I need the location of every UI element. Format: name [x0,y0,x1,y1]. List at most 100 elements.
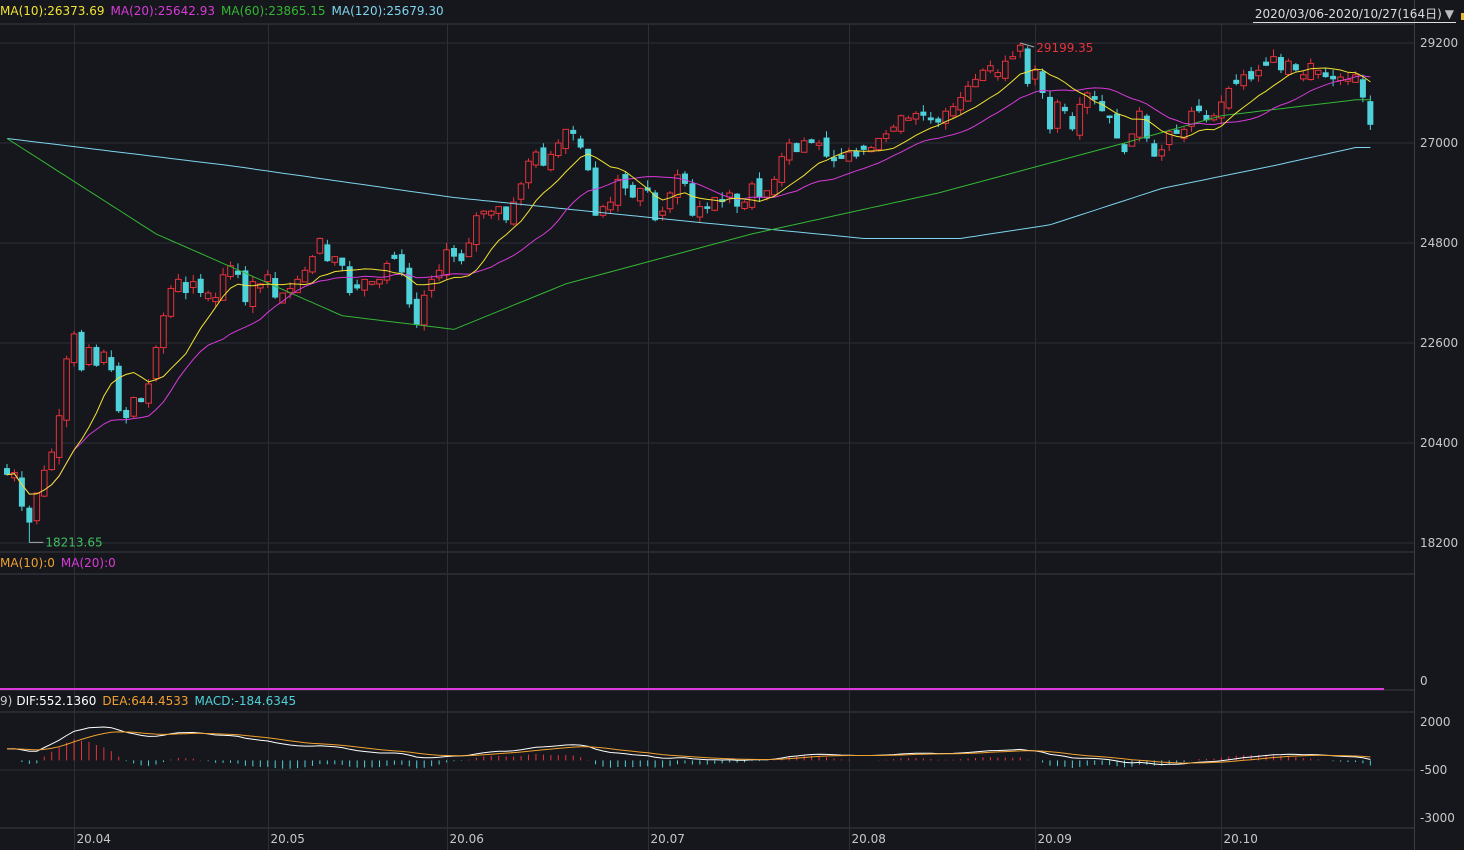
candle[interactable] [577,135,584,150]
candle[interactable] [324,239,331,262]
candle[interactable] [55,408,63,465]
candle[interactable] [339,257,346,272]
candle[interactable] [815,139,823,151]
candle[interactable] [234,263,241,279]
candle[interactable] [368,281,376,286]
candle[interactable] [1076,97,1084,140]
candle[interactable] [1248,67,1255,82]
candle[interactable] [391,251,398,260]
candle[interactable] [547,150,555,172]
candle[interactable] [845,147,853,162]
candle[interactable] [689,179,696,217]
candle[interactable] [607,196,614,214]
candle[interactable] [1165,129,1173,151]
price-panel[interactable]: 29199.35 18213.65 [4,41,1374,549]
candle[interactable] [11,469,18,482]
candle[interactable] [652,190,659,222]
candle[interactable] [115,362,122,413]
date-range-selector[interactable]: 2020/03/06-2020/10/27(164日) ▼ [1252,5,1464,23]
candle[interactable] [1188,106,1195,132]
candle[interactable] [674,169,681,205]
candle[interactable] [890,124,897,132]
candle[interactable] [152,345,160,382]
candle[interactable] [420,290,428,331]
candle[interactable] [1285,58,1292,77]
candle[interactable] [800,137,808,153]
candle[interactable] [979,68,987,82]
candle[interactable] [1024,46,1031,87]
candle[interactable] [204,290,212,302]
candle[interactable] [666,190,674,213]
candle[interactable] [912,111,920,125]
candle[interactable] [465,237,473,258]
candle[interactable] [428,275,435,298]
candle[interactable] [354,279,361,291]
candle[interactable] [1292,63,1299,72]
candle[interactable] [138,397,145,403]
candle[interactable] [100,349,108,366]
candle[interactable] [480,210,488,219]
candle[interactable] [1255,64,1262,82]
candle[interactable] [942,107,950,130]
candle[interactable] [1367,95,1374,131]
candle[interactable] [272,271,279,299]
candle[interactable] [301,266,309,283]
candle[interactable] [93,344,100,367]
candle[interactable] [927,112,934,124]
candle[interactable] [1300,71,1307,82]
candle[interactable] [897,114,905,134]
candle[interactable] [249,275,257,314]
candle[interactable] [458,249,465,265]
candle[interactable] [1039,68,1046,99]
candle[interactable] [197,274,204,298]
candle[interactable] [108,350,115,373]
candle[interactable] [398,249,405,277]
candle[interactable] [853,147,860,159]
candle[interactable] [145,378,152,408]
candle[interactable] [1083,91,1091,115]
candle[interactable] [1069,112,1076,132]
candle[interactable] [1322,68,1329,78]
candle[interactable] [227,261,234,280]
candle[interactable] [994,69,1002,81]
candle[interactable] [1158,144,1166,161]
candle[interactable] [1136,107,1143,142]
candle[interactable] [510,197,517,226]
candle[interactable] [1359,74,1366,103]
candle[interactable] [189,274,197,294]
candle[interactable] [1173,124,1180,135]
candle[interactable] [346,260,353,296]
candle[interactable] [219,267,227,301]
candle[interactable] [1337,73,1344,86]
candle[interactable] [212,292,219,307]
candle[interactable] [413,292,420,328]
candle[interactable] [1099,94,1106,112]
candle[interactable] [748,181,756,210]
candle[interactable] [592,161,599,216]
candle[interactable] [264,270,272,288]
candle[interactable] [905,115,912,122]
candle[interactable] [704,202,711,214]
candle[interactable] [167,285,175,319]
candle[interactable] [1314,69,1322,79]
candle[interactable] [1151,139,1158,157]
candle[interactable] [629,181,636,199]
candle[interactable] [532,149,540,169]
candle[interactable] [823,131,830,158]
candle[interactable] [1233,74,1240,86]
candle[interactable] [964,80,972,102]
candle[interactable] [435,264,443,281]
candle[interactable] [741,200,748,211]
candle[interactable] [1330,69,1337,87]
candle[interactable] [331,255,339,266]
candle[interactable] [540,143,547,167]
candle[interactable] [286,282,294,299]
candle[interactable] [40,465,48,498]
candle[interactable] [487,209,495,219]
candle[interactable] [1196,99,1202,113]
candle[interactable] [1240,69,1248,90]
candle[interactable] [1106,115,1113,124]
candle[interactable] [33,492,41,525]
macd-panel[interactable] [6,726,1371,769]
candle[interactable] [1031,65,1039,86]
